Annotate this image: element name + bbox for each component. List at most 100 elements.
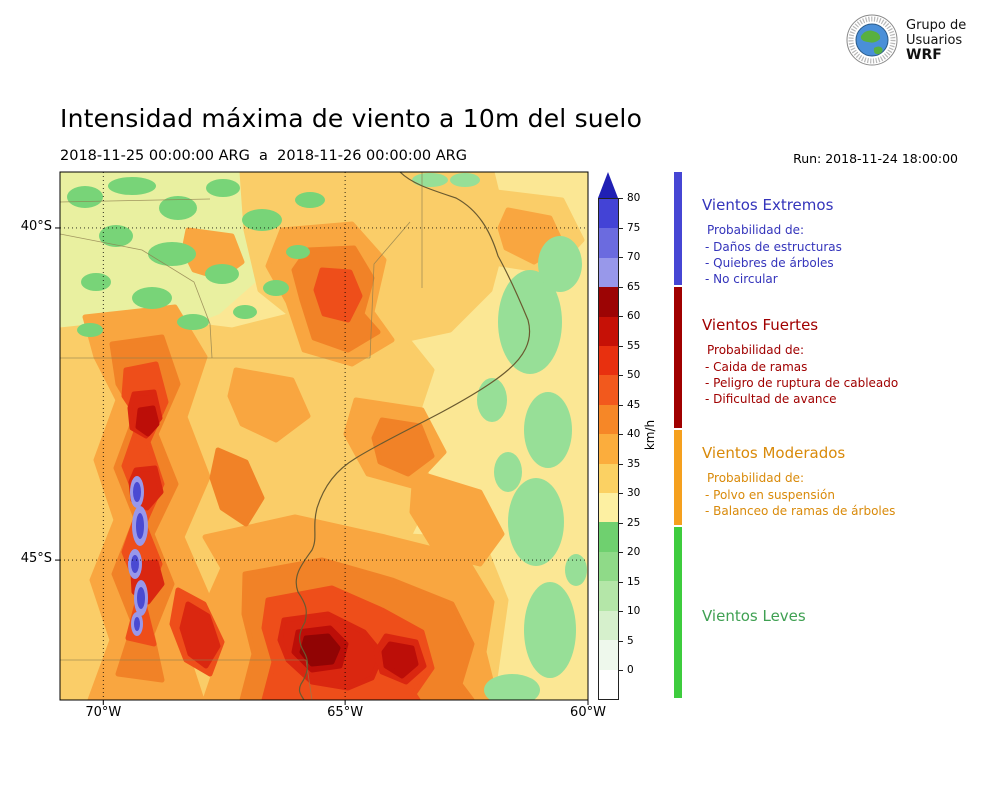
colorbar-tick-mark [619, 552, 623, 554]
wind-region [286, 245, 310, 259]
legend-probability-label: Probabilidad de: [707, 343, 805, 357]
colorbar-band [599, 640, 618, 670]
province-boundary [60, 198, 211, 203]
colorbar-tick-label: 75 [627, 221, 641, 234]
legend-item: - Balanceo de ramas de árboles [705, 504, 896, 518]
lat-tick-label: 45°S [20, 551, 52, 567]
wind-region [233, 305, 257, 319]
wind-region [263, 280, 289, 296]
wind-region [134, 617, 140, 631]
valid-period-label: 2018-11-25 00:00:00 ARG a 2018-11-26 00:… [60, 148, 467, 164]
axis-ticks-layer [55, 227, 589, 705]
colorbar-tick-label: 50 [627, 369, 641, 382]
legend-category-moderados: Vientos Moderados Probabilidad de: - Polvo… [702, 444, 895, 519]
colorbar-tick-mark [619, 670, 623, 672]
legend-color-bar [674, 172, 682, 700]
colorbar-band [599, 199, 618, 229]
wind-region [538, 236, 582, 292]
legend-probability-label: Probabilidad de: [707, 223, 805, 237]
colorbar-tick-label: 10 [627, 605, 641, 618]
colorbar-tick-mark [619, 227, 623, 229]
wind-region [131, 555, 139, 573]
wind-region [81, 273, 111, 291]
colorbar-extend-arrow [598, 172, 618, 198]
wind-region [135, 405, 160, 437]
wind-legend: Vientos Extremos Probabilidad de: - Daños … [702, 172, 994, 732]
wind-region [179, 601, 221, 669]
legend-category-title: Vientos Leves [702, 607, 806, 625]
colorbar-tick-label: 60 [627, 310, 641, 323]
colorbar-tick-label: 25 [627, 516, 641, 529]
colorbar-band [599, 404, 618, 435]
wind-region [227, 367, 311, 443]
colorbar-tick-label: 80 [627, 192, 641, 204]
wrf-globe-icon [846, 14, 898, 66]
wind-region [371, 417, 435, 477]
legend-probability-label: Probabilidad de: [707, 471, 805, 485]
legend-item: - Daños de estructuras [705, 240, 842, 254]
wind-region [148, 242, 196, 266]
colorbar-band [599, 346, 618, 376]
wind-region [159, 196, 197, 220]
logo-line1: Grupo de [906, 17, 967, 33]
wind-region [67, 186, 103, 208]
colorbar-tick-mark [619, 404, 623, 406]
run-timestamp-label: Run: 2018-11-24 18:00:00 [793, 151, 958, 166]
wind-region [477, 378, 507, 422]
colorbar-tick-mark [619, 257, 623, 259]
wind-region [565, 554, 587, 586]
legend-category-fuertes: Vientos Fuertes Probabilidad de: - Caida d… [702, 316, 898, 407]
colorbar-tick-mark [619, 316, 623, 318]
legend-item: - Peligro de ruptura de cableado [705, 376, 899, 390]
province-boundary [369, 221, 411, 359]
colorbar-band [599, 228, 618, 258]
lon-tick-label: 70°W [85, 705, 122, 720]
colorbar-tick-label: 0 [627, 664, 634, 677]
colorbar-tick-mark [619, 198, 623, 199]
wind-region [108, 177, 156, 195]
lon-tick-label: 60°W [570, 705, 606, 720]
wrf-logo: Grupo de Usuarios WRF [846, 14, 966, 66]
colorbar: 0 5 10 15 20 25 30 35 40 45 50 55 60 65 70 75 80 [598, 172, 640, 700]
wind-region [137, 587, 145, 609]
legend-category-title: Vientos Extremos [702, 196, 834, 214]
colorbar-unit-label: km/h [643, 419, 657, 451]
colorbar-band [599, 434, 618, 464]
legend-item: - No circular [705, 272, 778, 286]
legend-category-title: Vientos Moderados [702, 444, 846, 462]
logo-line2: Usuarios [906, 32, 963, 48]
wind-region [409, 469, 505, 567]
colorbar-band [599, 316, 618, 347]
colorbar-band [599, 375, 618, 405]
map-svg [55, 171, 589, 705]
colorbar-band [599, 610, 618, 641]
legend-bar-segment-leves [674, 526, 682, 698]
colorbar-tick-label: 45 [627, 398, 641, 411]
legend-item: - Dificultad de avance [705, 392, 837, 406]
province-boundaries-layer [60, 172, 423, 700]
colorbar-tick-mark [619, 434, 623, 436]
lat-tick-label: 40°S [20, 218, 52, 234]
colorbar-band [599, 551, 618, 582]
wind-region [450, 173, 480, 187]
colorbar-tick-label: 40 [627, 428, 641, 441]
colorbar-band [599, 669, 618, 699]
wind-region [313, 267, 363, 323]
wind-region [177, 314, 209, 330]
colorbar-tick-mark [619, 493, 623, 495]
province-boundary [60, 233, 213, 359]
colorbar-tick-mark [619, 522, 623, 524]
colorbar-tick-mark [619, 345, 623, 347]
legend-category-leves: Vientos Leves [702, 607, 806, 634]
colorbar-band [599, 463, 618, 494]
legend-item: - Quiebres de árboles [705, 256, 834, 270]
wind-region [508, 478, 564, 566]
wind-region [242, 209, 282, 231]
wind-region [524, 392, 572, 468]
wind-region [484, 674, 540, 700]
wind-region [133, 482, 141, 502]
colorbar-tick-label: 20 [627, 546, 641, 559]
legend-bar-segment-moderados [674, 430, 682, 525]
wind-region [381, 641, 419, 679]
wind-region [132, 287, 172, 309]
